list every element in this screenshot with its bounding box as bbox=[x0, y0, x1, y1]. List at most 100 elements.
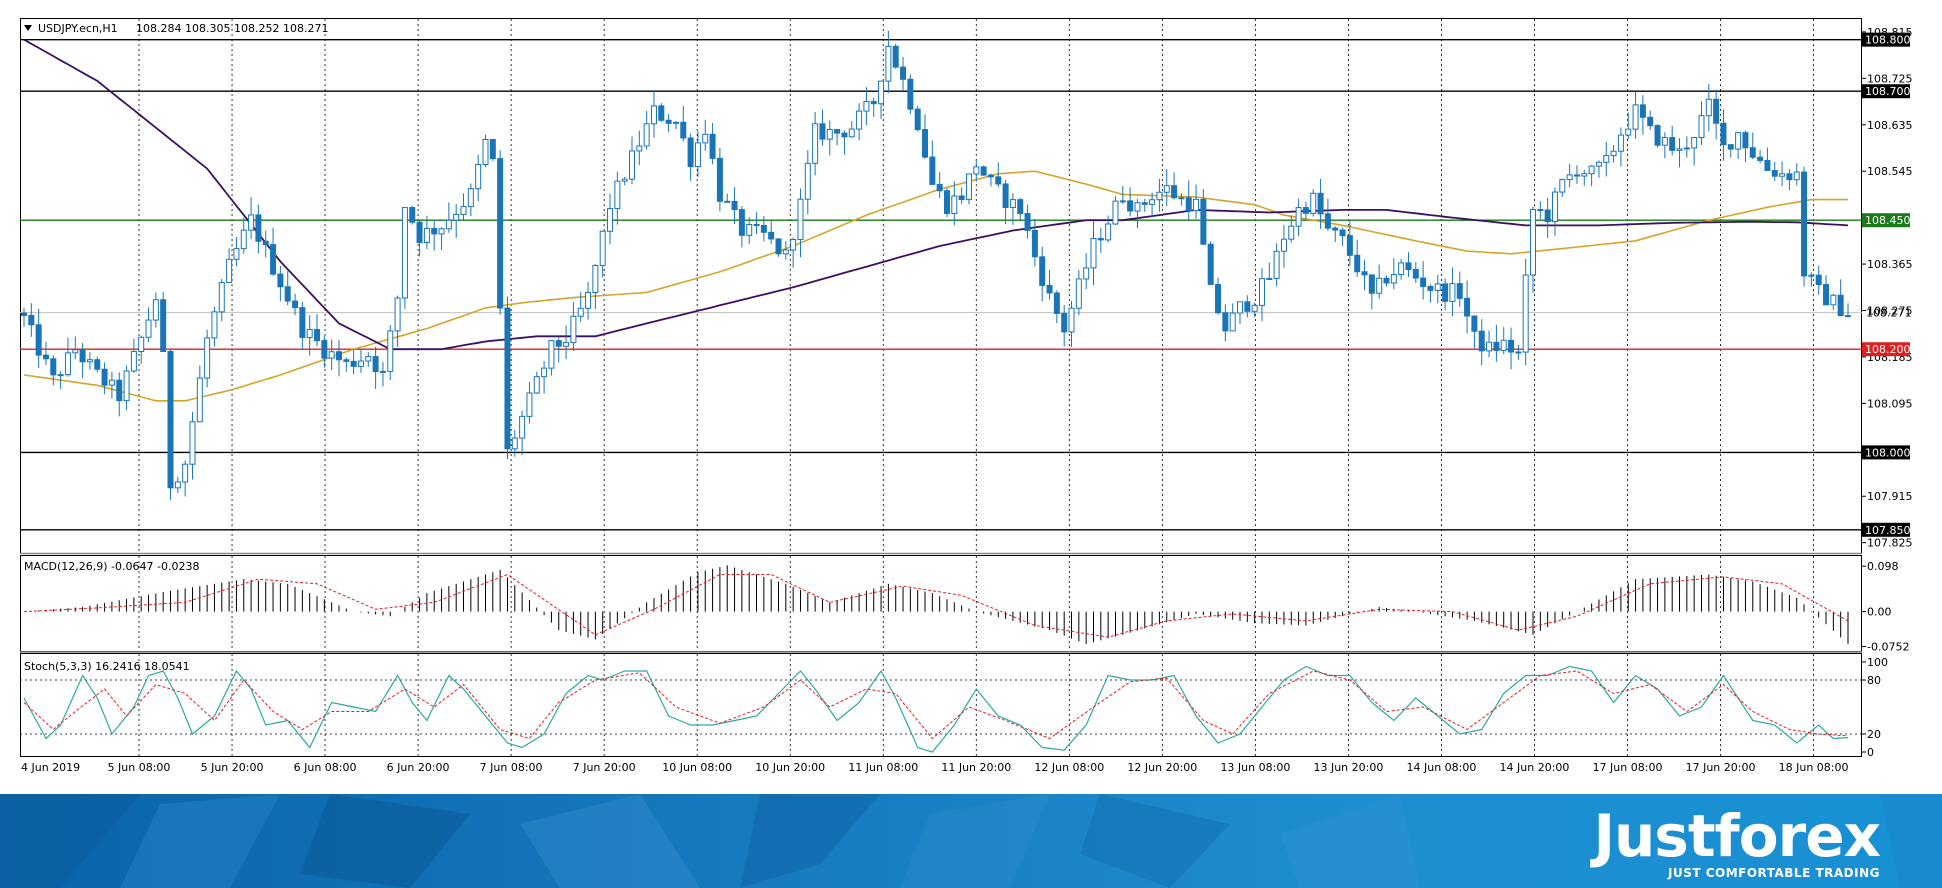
candle-body bbox=[277, 273, 284, 288]
candle-body bbox=[702, 133, 709, 144]
candle-body bbox=[431, 227, 438, 235]
candle-body bbox=[1449, 283, 1456, 302]
candle-body bbox=[204, 337, 211, 379]
candle-body bbox=[1207, 243, 1214, 285]
candle-body bbox=[1280, 238, 1287, 252]
candle-body bbox=[460, 206, 467, 215]
price-tick-label: 108.635 bbox=[1867, 119, 1913, 132]
candle-body bbox=[1471, 315, 1478, 332]
candle-body bbox=[28, 314, 35, 326]
stochastic-pane: 100 80 20 0 bbox=[20, 656, 1888, 759]
horizontal-levels bbox=[20, 38, 1862, 531]
candle-body bbox=[592, 265, 599, 293]
macd-signal-line bbox=[23, 573, 1849, 638]
candle-body bbox=[79, 349, 86, 363]
candle-body bbox=[1544, 209, 1551, 223]
candle-body bbox=[724, 200, 731, 203]
candle-body bbox=[1178, 197, 1185, 200]
level-tag bbox=[1862, 32, 1910, 47]
candle-body bbox=[870, 100, 877, 105]
candle-body bbox=[306, 329, 313, 338]
candle-body bbox=[900, 66, 907, 80]
candle-body bbox=[365, 356, 372, 362]
stoch-tick-label: 0 bbox=[1867, 746, 1874, 759]
time-axis: 4 Jun 2019 5 Jun 08:00 5 Jun 20:00 6 Jun 08… bbox=[21, 761, 1849, 774]
candle-body bbox=[1134, 202, 1141, 212]
candle-body bbox=[1691, 136, 1698, 149]
candle-body bbox=[599, 230, 606, 267]
candle-body bbox=[1097, 237, 1104, 241]
candle-body bbox=[1105, 223, 1112, 241]
candle-body bbox=[1075, 278, 1082, 309]
candle-body bbox=[1068, 307, 1075, 333]
candle-body bbox=[1390, 274, 1397, 284]
candle-body bbox=[1617, 134, 1624, 152]
candle-body bbox=[533, 376, 540, 394]
brand-logo: Justforex bbox=[1593, 802, 1881, 870]
x-tick-label: 5 Jun 08:00 bbox=[108, 761, 171, 774]
candle-body bbox=[255, 214, 262, 242]
candle-body bbox=[1009, 199, 1016, 208]
candle-body bbox=[1610, 150, 1617, 157]
x-tick-label: 13 Jun 08:00 bbox=[1220, 761, 1290, 774]
x-tick-label: 12 Jun 20:00 bbox=[1127, 761, 1197, 774]
level-tag-label: 107.850 bbox=[1865, 524, 1911, 537]
price-tick-label: 108.725 bbox=[1867, 72, 1913, 85]
candle-body bbox=[1566, 174, 1573, 181]
macd-tick-label: 0.098 bbox=[1867, 560, 1899, 573]
candle-body bbox=[1500, 339, 1507, 351]
candle-body bbox=[1603, 155, 1610, 163]
candle-body bbox=[64, 352, 71, 376]
level-tag-label: 108.200 bbox=[1865, 343, 1911, 356]
candle-body bbox=[1749, 147, 1756, 158]
candle-body bbox=[1757, 156, 1764, 161]
candle-body bbox=[1017, 199, 1024, 215]
candle-body bbox=[1573, 174, 1580, 177]
candle-body bbox=[1273, 250, 1280, 279]
level-tag bbox=[1862, 445, 1910, 460]
candle-body bbox=[1302, 207, 1309, 214]
brand-footer: Justforex JUST COMFORTABLE TRADING bbox=[0, 794, 1942, 888]
candle-body bbox=[1171, 185, 1178, 199]
candle-body bbox=[1376, 277, 1383, 294]
candle-body bbox=[409, 207, 416, 223]
price-axis: 108.815108.725108.635108.545108.365108.2… bbox=[1862, 26, 1913, 550]
candle-body bbox=[467, 188, 474, 208]
candle-body bbox=[790, 238, 797, 251]
candle-body bbox=[1742, 132, 1749, 149]
candle-body bbox=[1046, 284, 1053, 294]
candle-body bbox=[1639, 104, 1646, 118]
vertical-grid bbox=[138, 19, 1814, 756]
candle-body bbox=[1493, 341, 1500, 351]
candle-body bbox=[1434, 283, 1441, 291]
level-tag-label: 108.700 bbox=[1865, 85, 1911, 98]
candle-body bbox=[1515, 351, 1522, 354]
candle-body bbox=[1200, 198, 1207, 245]
candle-body bbox=[101, 368, 108, 386]
brand-tagline: JUST COMFORTABLE TRADING bbox=[1667, 866, 1880, 880]
candle-body bbox=[716, 157, 723, 202]
x-tick-label: 7 Jun 08:00 bbox=[480, 761, 543, 774]
candle-body bbox=[226, 258, 233, 284]
candle-body bbox=[196, 377, 203, 423]
symbol-dropdown-icon[interactable] bbox=[24, 25, 32, 31]
candle-body bbox=[50, 358, 57, 376]
candle-body bbox=[108, 379, 115, 386]
candle-body bbox=[1647, 116, 1654, 127]
candle-body bbox=[394, 297, 401, 332]
candle-body bbox=[775, 238, 782, 255]
candle-body bbox=[1258, 278, 1265, 306]
candle-body bbox=[489, 139, 496, 160]
candle-body bbox=[123, 370, 130, 402]
candle-body bbox=[943, 190, 950, 215]
candle-body bbox=[709, 133, 716, 159]
candle-body bbox=[138, 336, 145, 353]
candle-body bbox=[401, 207, 408, 299]
x-tick-label: 6 Jun 20:00 bbox=[387, 761, 450, 774]
price-tick-label: 107.825 bbox=[1867, 537, 1913, 550]
candle-body bbox=[541, 367, 548, 378]
candle-body bbox=[694, 142, 701, 168]
candle-body bbox=[804, 162, 811, 200]
candle-body bbox=[1310, 192, 1317, 214]
